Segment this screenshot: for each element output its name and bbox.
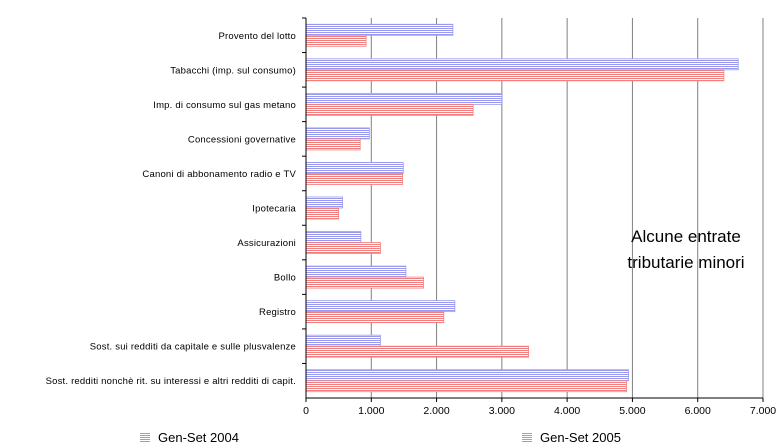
bar-2004 bbox=[305, 311, 445, 324]
legend-swatch-2005 bbox=[522, 433, 532, 442]
bar-2005 bbox=[305, 162, 404, 174]
category-label: Tabacchi (imp. sul consumo) bbox=[170, 65, 296, 76]
bar-2005 bbox=[305, 231, 362, 243]
legend-item-2004: Gen-Set 2004 bbox=[140, 430, 239, 445]
bar-2004 bbox=[305, 242, 381, 254]
x-tick-label: 2.000 bbox=[423, 405, 449, 417]
bar-2005 bbox=[305, 265, 407, 278]
bar-2004 bbox=[305, 34, 367, 47]
bar-2005 bbox=[305, 127, 370, 140]
annotation-line-2: tributarie minori bbox=[627, 253, 745, 272]
category-label: Provento del lotto bbox=[218, 31, 296, 42]
bar-2004 bbox=[305, 173, 404, 185]
bar-2005 bbox=[305, 300, 456, 313]
category-label: Canoni di abbonamento radio e TV bbox=[142, 169, 296, 180]
category-label: Concessioni governative bbox=[188, 134, 296, 145]
bar-2004 bbox=[305, 380, 627, 393]
category-label: Bollo bbox=[274, 273, 296, 284]
category-label: Imp. di consumo sul gas metano bbox=[153, 100, 296, 111]
bar-2004 bbox=[305, 276, 424, 289]
bar-2005 bbox=[305, 334, 381, 347]
x-tick-label: 3.000 bbox=[489, 405, 515, 417]
legend-item-2005: Gen-Set 2005 bbox=[522, 430, 621, 445]
bar-2005 bbox=[305, 196, 343, 209]
chart-annotation: Alcune entrate tributarie minori bbox=[596, 224, 776, 276]
bar-2004 bbox=[305, 138, 361, 151]
bar-2004 bbox=[305, 103, 474, 116]
category-label: Assicurazioni bbox=[237, 238, 296, 249]
bar-2004 bbox=[305, 207, 340, 220]
bar-2004 bbox=[305, 345, 530, 358]
x-tick-label: 4.000 bbox=[554, 405, 580, 417]
legend-swatch-2004 bbox=[140, 433, 150, 442]
category-label: Ipotecaria bbox=[252, 204, 296, 215]
legend-label-2004: Gen-Set 2004 bbox=[158, 430, 239, 445]
category-label: Registro bbox=[259, 307, 296, 318]
legend-label-2005: Gen-Set 2005 bbox=[540, 430, 621, 445]
category-label: Sost. sui redditi da capitale e sulle pl… bbox=[90, 342, 296, 353]
bar-2005 bbox=[305, 23, 454, 36]
bar-2005 bbox=[305, 92, 503, 105]
x-tick-label: 1.000 bbox=[358, 405, 384, 417]
annotation-line-1: Alcune entrate bbox=[631, 227, 741, 246]
bar-2005 bbox=[305, 58, 739, 71]
bar-2005 bbox=[305, 369, 629, 382]
category-label: Sost. redditi nonchè rit. su interessi e… bbox=[46, 376, 296, 387]
x-tick-label: 5.000 bbox=[619, 405, 645, 417]
x-tick-label: 0 bbox=[303, 405, 309, 417]
x-tick-label: 7.000 bbox=[750, 405, 776, 417]
x-tick-label: 6.000 bbox=[685, 405, 711, 417]
bar-2004 bbox=[305, 69, 725, 82]
